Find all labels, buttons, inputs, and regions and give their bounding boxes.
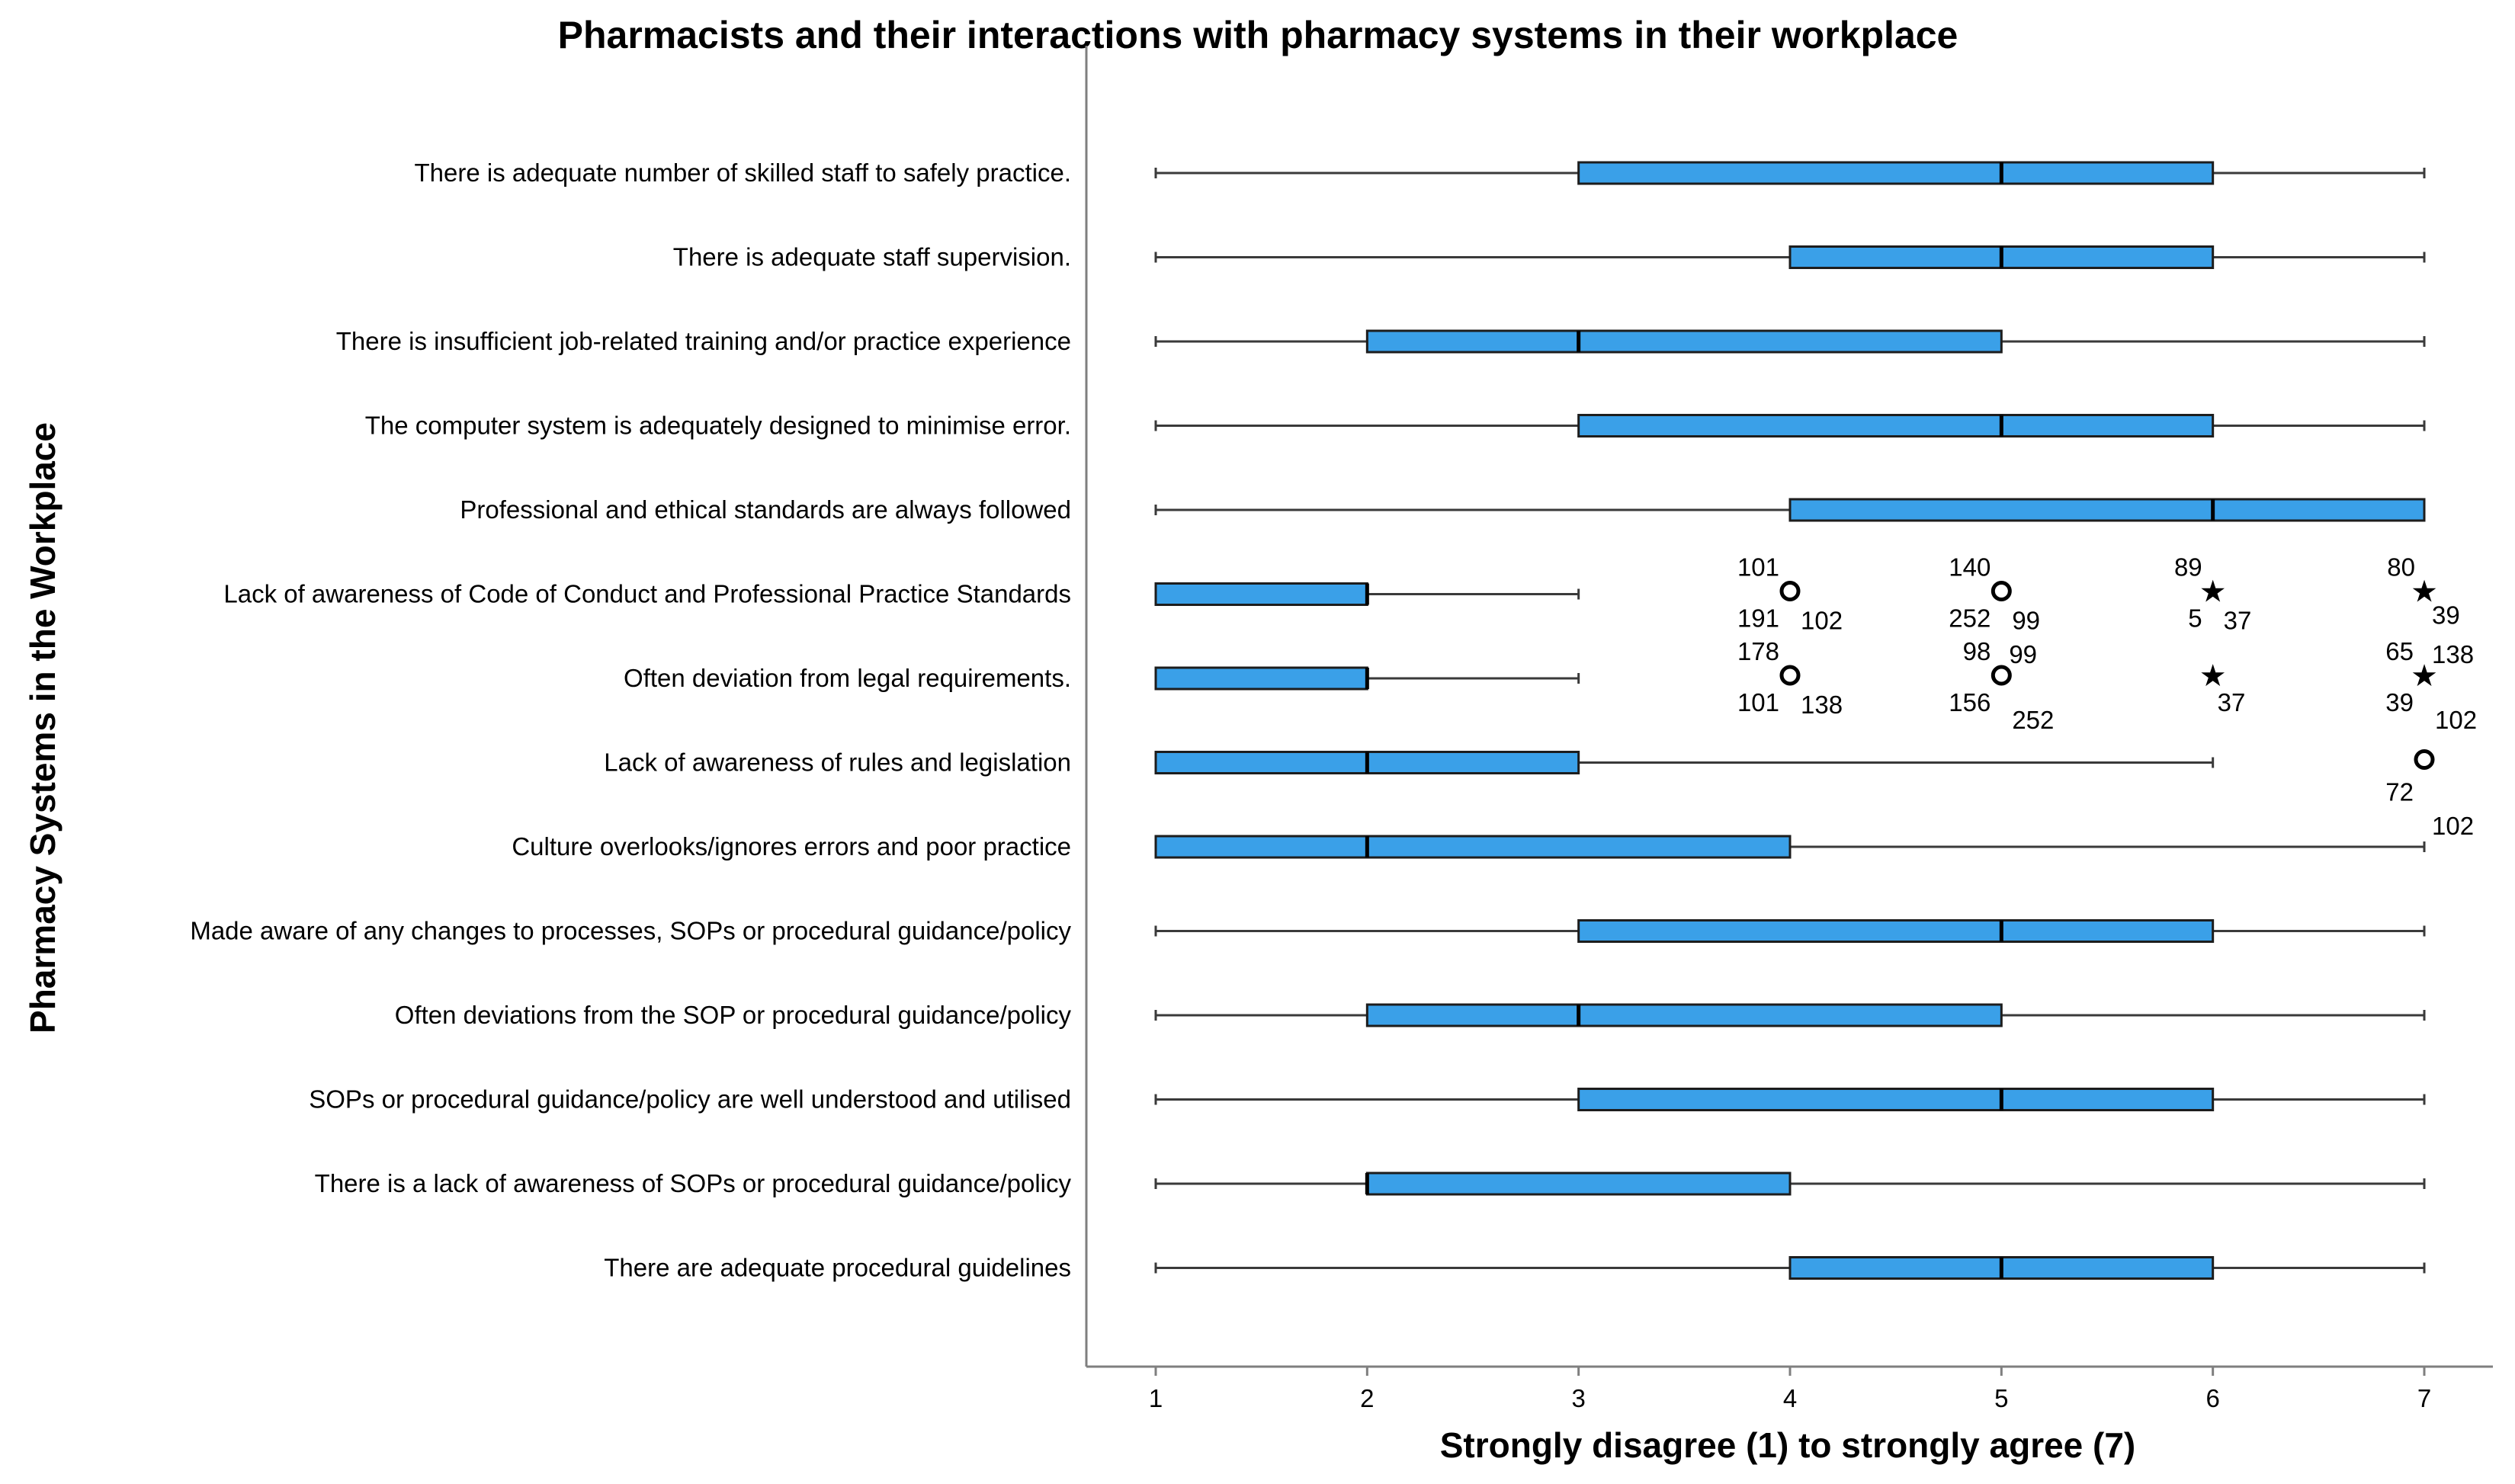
box-row: There is a lack of awareness of SOPs or … bbox=[315, 1169, 2426, 1197]
outlier-label: 138 bbox=[2432, 640, 2474, 668]
outlier-label: 140 bbox=[1949, 553, 1991, 582]
outlier-circle bbox=[1991, 665, 2012, 686]
box-row: Often deviation from legal requirements.… bbox=[624, 637, 2477, 734]
outlier-label: 252 bbox=[1949, 604, 1991, 633]
outlier-label: 37 bbox=[2218, 688, 2246, 716]
category-label: Lack of awareness of rules and legislati… bbox=[604, 748, 1071, 777]
x-tick-label: 3 bbox=[1571, 1384, 1585, 1412]
box-rows: There is adequate number of skilled staf… bbox=[190, 159, 2477, 1282]
box-row: Lack of awareness of Code of Conduct and… bbox=[223, 553, 2459, 635]
category-label: Often deviations from the SOP or procedu… bbox=[395, 1001, 1072, 1029]
iqr-box bbox=[1154, 582, 1368, 606]
box-row: Professional and ethical standards are a… bbox=[460, 495, 2426, 524]
outlier-label: 89 bbox=[2174, 553, 2202, 582]
iqr-box bbox=[1154, 666, 1368, 691]
x-axis-ticks: 1 2 3 4 5 6 7 bbox=[1149, 1367, 2431, 1412]
category-label: SOPs or procedural guidance/policy are w… bbox=[309, 1085, 1071, 1114]
box-row: Often deviations from the SOP or procedu… bbox=[395, 1001, 2426, 1029]
outlier-circle bbox=[1779, 581, 1801, 601]
box-row: Made aware of any changes to processes, … bbox=[190, 917, 2426, 945]
category-label: There is insufficient job-related traini… bbox=[336, 327, 1071, 355]
box-row: SOPs or procedural guidance/policy are w… bbox=[309, 1085, 2426, 1114]
category-label: Professional and ethical standards are a… bbox=[460, 495, 1071, 524]
outlier-label: 72 bbox=[2385, 778, 2414, 806]
outlier-label: 39 bbox=[2432, 601, 2460, 630]
category-label: There is a lack of awareness of SOPs or … bbox=[315, 1169, 1072, 1197]
category-label: The computer system is adequately design… bbox=[365, 412, 1071, 440]
outlier-label: 102 bbox=[2432, 812, 2474, 840]
outlier-label: 191 bbox=[1737, 604, 1779, 633]
iqr-box bbox=[1577, 161, 2215, 185]
outlier-label: 80 bbox=[2387, 553, 2415, 582]
outlier-label: 65 bbox=[2385, 637, 2414, 665]
iqr-box bbox=[1365, 329, 2003, 354]
iqr-box bbox=[1154, 835, 1792, 859]
outlier-label: 101 bbox=[1737, 553, 1779, 582]
category-label: There are adequate procedural guidelines bbox=[604, 1254, 1071, 1282]
outlier-label: 101 bbox=[1737, 688, 1779, 716]
category-label: There is adequate number of skilled staf… bbox=[414, 159, 1071, 187]
outlier-label: 39 bbox=[2385, 688, 2414, 716]
outlier-label: 98 bbox=[1963, 637, 1991, 665]
iqr-box bbox=[1365, 1171, 1792, 1196]
x-tick-label: 6 bbox=[2205, 1384, 2219, 1412]
outlier-label: 252 bbox=[2012, 706, 2054, 734]
outlier-label: 138 bbox=[1801, 691, 1843, 719]
outlier-label: 99 bbox=[2012, 607, 2040, 635]
iqr-box bbox=[1577, 1088, 2215, 1111]
outlier-label: 102 bbox=[2435, 706, 2477, 734]
box-row: There is adequate staff supervision. bbox=[673, 243, 2426, 271]
outlier-circle bbox=[2414, 749, 2435, 770]
extreme-star: ★ bbox=[2199, 659, 2227, 694]
category-label: Culture overlooks/ignores errors and poo… bbox=[512, 832, 1071, 861]
outlier-circle bbox=[1991, 581, 2012, 601]
box-row: There are adequate procedural guidelines bbox=[604, 1254, 2426, 1282]
outlier-label: 5 bbox=[2188, 604, 2202, 633]
category-label: There is adequate staff supervision. bbox=[673, 243, 1071, 271]
x-tick-label: 2 bbox=[1360, 1384, 1374, 1412]
box-row: Culture overlooks/ignores errors and poo… bbox=[512, 812, 2474, 861]
iqr-box bbox=[1365, 1003, 2003, 1027]
category-label: Often deviation from legal requirements. bbox=[624, 664, 1071, 692]
box-row: Lack of awareness of rules and legislati… bbox=[604, 748, 2435, 806]
x-tick-label: 7 bbox=[2417, 1384, 2431, 1412]
extreme-star: ★ bbox=[2411, 659, 2438, 694]
outlier-label: 37 bbox=[2224, 607, 2252, 635]
iqr-box bbox=[1788, 498, 2426, 522]
outlier-label: 102 bbox=[1801, 607, 1843, 635]
box-row: The computer system is adequately design… bbox=[365, 412, 2426, 440]
box-row: There is adequate number of skilled staf… bbox=[414, 159, 2426, 187]
iqr-box bbox=[1577, 919, 2215, 943]
extreme-star: ★ bbox=[2411, 575, 2438, 610]
chart-title: Pharmacists and their interactions with … bbox=[558, 14, 1958, 56]
x-axis-title: Strongly disagree (1) to strongly agree … bbox=[1440, 1425, 2136, 1465]
category-label: Made aware of any changes to processes, … bbox=[190, 917, 1071, 945]
outlier-label: 99 bbox=[2009, 640, 2037, 668]
iqr-box bbox=[1577, 414, 2215, 438]
outlier-label: 156 bbox=[1949, 688, 1991, 716]
box-row: There is insufficient job-related traini… bbox=[336, 327, 2426, 355]
x-tick-label: 4 bbox=[1783, 1384, 1797, 1412]
category-label: Lack of awareness of Code of Conduct and… bbox=[223, 580, 1071, 608]
x-tick-label: 5 bbox=[1994, 1384, 2008, 1412]
outlier-circle bbox=[1779, 665, 1801, 686]
outlier-label: 178 bbox=[1737, 637, 1779, 665]
extreme-star: ★ bbox=[2199, 575, 2227, 610]
y-axis-title: Pharmacy Systems in the Workplace bbox=[23, 422, 63, 1034]
x-tick-label: 1 bbox=[1149, 1384, 1163, 1412]
